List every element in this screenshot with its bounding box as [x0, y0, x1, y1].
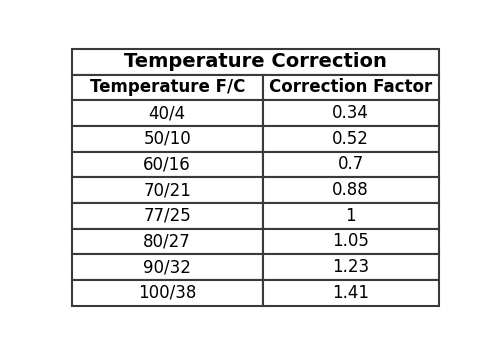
- Text: 0.52: 0.52: [332, 130, 369, 148]
- Text: Temperature Correction: Temperature Correction: [124, 52, 386, 71]
- Bar: [262, 203, 439, 229]
- Bar: [72, 49, 439, 74]
- Text: 100/38: 100/38: [138, 284, 196, 302]
- Bar: [262, 126, 439, 152]
- Text: 80/27: 80/27: [143, 232, 191, 251]
- Text: 77/25: 77/25: [143, 207, 191, 225]
- Bar: [72, 203, 262, 229]
- Text: 0.7: 0.7: [338, 155, 364, 173]
- Text: 1.05: 1.05: [332, 232, 369, 251]
- Text: 70/21: 70/21: [143, 181, 191, 199]
- Text: 90/32: 90/32: [143, 258, 191, 276]
- Text: 60/16: 60/16: [143, 155, 191, 173]
- Text: 0.88: 0.88: [332, 181, 369, 199]
- Text: Temperature F/C: Temperature F/C: [90, 78, 245, 97]
- Text: 40/4: 40/4: [149, 104, 186, 122]
- Text: 1.23: 1.23: [332, 258, 369, 276]
- Bar: [72, 74, 262, 100]
- Bar: [262, 280, 439, 306]
- Bar: [262, 100, 439, 126]
- Bar: [72, 100, 262, 126]
- Bar: [72, 254, 262, 280]
- Bar: [72, 126, 262, 152]
- Bar: [262, 74, 439, 100]
- Bar: [72, 280, 262, 306]
- Text: 50/10: 50/10: [143, 130, 191, 148]
- Bar: [262, 177, 439, 203]
- Text: Correction Factor: Correction Factor: [269, 78, 432, 97]
- Text: 1: 1: [345, 207, 356, 225]
- Bar: [72, 229, 262, 254]
- Bar: [72, 177, 262, 203]
- Bar: [262, 254, 439, 280]
- Bar: [262, 229, 439, 254]
- Bar: [72, 152, 262, 177]
- Bar: [262, 152, 439, 177]
- Text: 0.34: 0.34: [332, 104, 369, 122]
- Text: 1.41: 1.41: [332, 284, 369, 302]
